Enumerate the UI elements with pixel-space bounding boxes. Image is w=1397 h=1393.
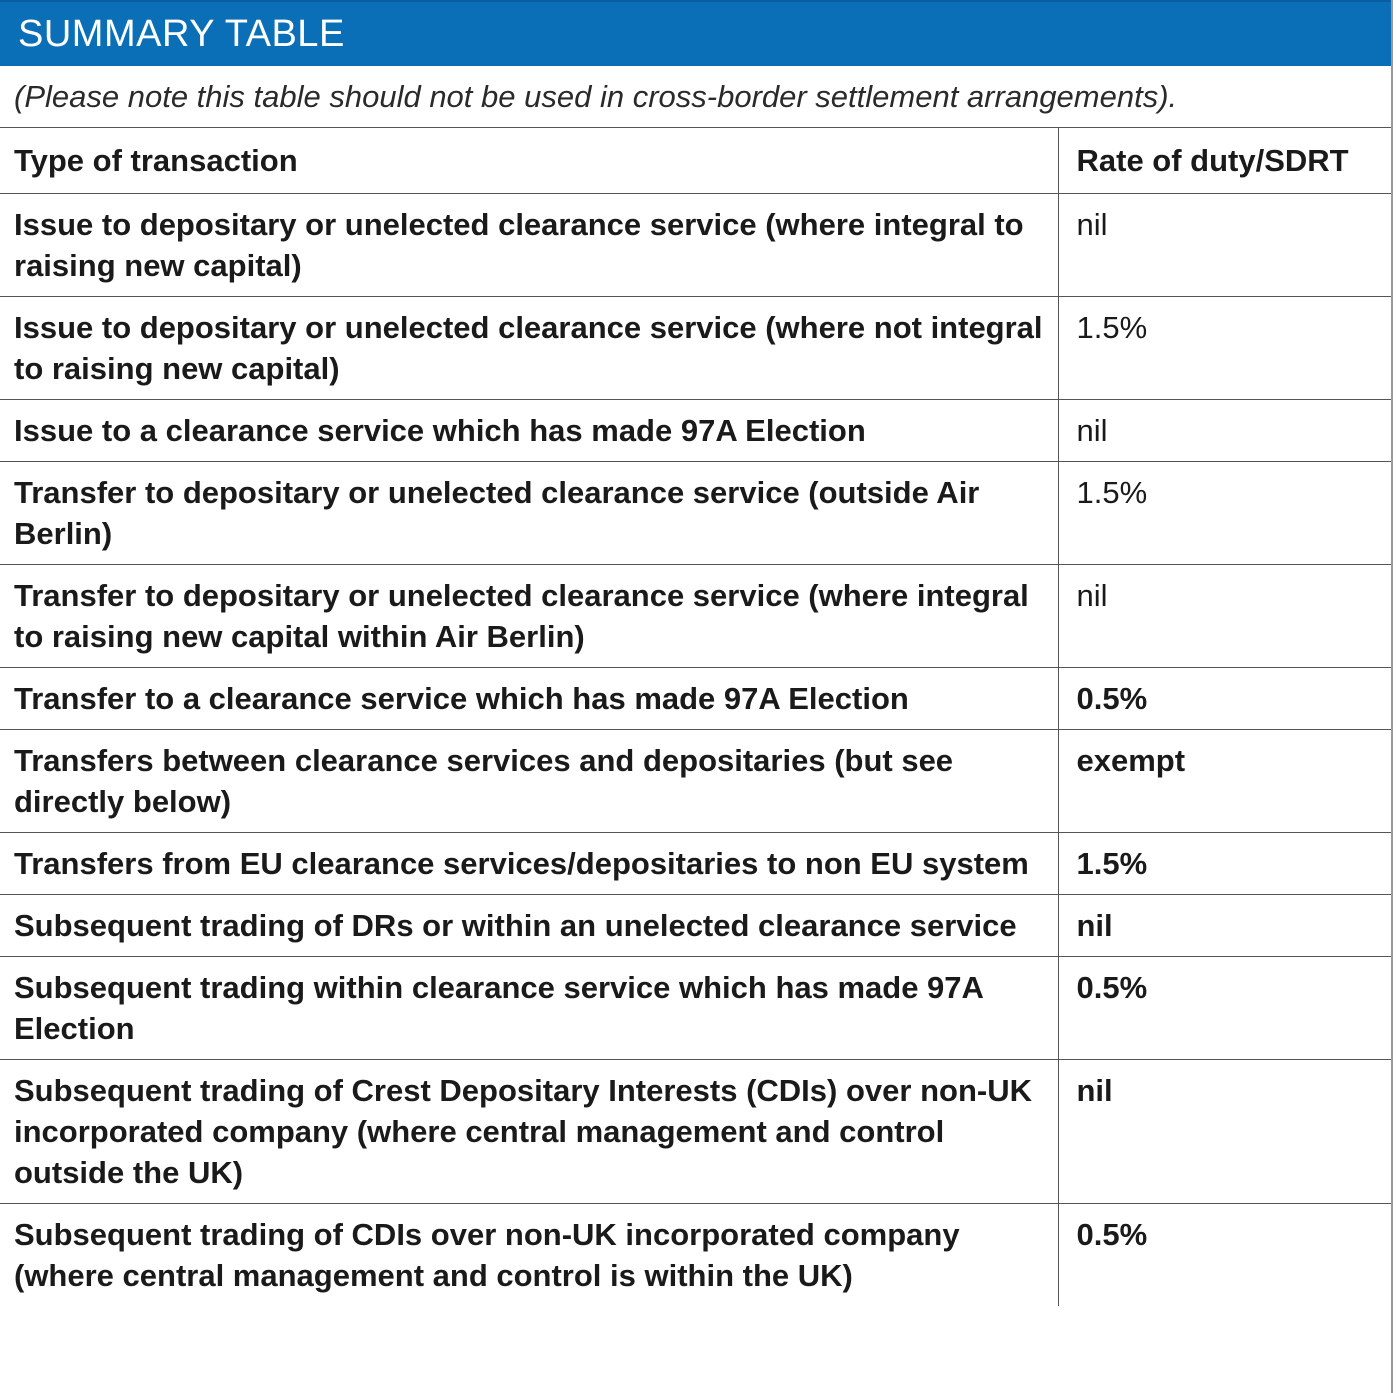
transaction-type-cell: Subsequent trading within clearance serv… (0, 956, 1059, 1060)
header-row: Type of transaction Rate of duty/SDRT (0, 128, 1391, 194)
rate-cell: 0.5% (1058, 956, 1391, 1060)
transaction-type-cell: Subsequent trading of Crest Depositary I… (0, 1059, 1059, 1204)
table-row: Transfers from EU clearance services/dep… (0, 832, 1391, 895)
header-type-of-transaction: Type of transaction (0, 128, 1059, 194)
summary-table: Type of transaction Rate of duty/SDRT Is… (0, 128, 1391, 1306)
rate-cell: 1.5% (1058, 461, 1391, 565)
transaction-type-cell: Transfers from EU clearance services/dep… (0, 832, 1059, 895)
rate-cell: 1.5% (1058, 296, 1391, 400)
table-row: Issue to depositary or unelected clearan… (0, 296, 1391, 400)
rate-cell: nil (1058, 193, 1391, 297)
rate-cell: nil (1058, 894, 1391, 957)
table-row: Transfers between clearance services and… (0, 729, 1391, 833)
rate-cell: 1.5% (1058, 832, 1391, 895)
rate-cell: nil (1058, 1059, 1391, 1204)
table-row: Transfer to depositary or unelected clea… (0, 461, 1391, 565)
usage-note: (Please note this table should not be us… (0, 66, 1391, 128)
table-row: Subsequent trading of Crest Depositary I… (0, 1059, 1391, 1204)
transaction-type-cell: Transfer to a clearance service which ha… (0, 667, 1059, 730)
table-row: Issue to depositary or unelected clearan… (0, 193, 1391, 297)
rate-cell: 0.5% (1058, 667, 1391, 730)
table-row: Issue to a clearance service which has m… (0, 399, 1391, 462)
transaction-type-cell: Issue to depositary or unelected clearan… (0, 296, 1059, 400)
rate-cell: 0.5% (1076, 1217, 1148, 1252)
table-row: Subsequent trading of CDIs over non-UK i… (0, 1203, 1391, 1306)
header-rate: Rate of duty/SDRT (1058, 128, 1391, 194)
transaction-type-cell: Transfer to depositary or unelected clea… (0, 564, 1059, 668)
table-row: Subsequent trading within clearance serv… (0, 956, 1391, 1060)
rate-cell: nil (1058, 399, 1391, 462)
rate-cell: exempt (1058, 729, 1391, 833)
transaction-type-cell: Subsequent trading of DRs or within an u… (0, 894, 1059, 957)
rate-cell: nil (1058, 564, 1391, 668)
transaction-type-cell: Issue to a clearance service which has m… (0, 399, 1059, 462)
table-title: SUMMARY TABLE (0, 0, 1391, 66)
table-row: Subsequent trading of DRs or within an u… (0, 894, 1391, 957)
table-row: Transfer to depositary or unelected clea… (0, 564, 1391, 668)
transaction-type-cell: Transfer to depositary or unelected clea… (0, 461, 1059, 565)
table-row: Transfer to a clearance service which ha… (0, 667, 1391, 730)
transaction-type-cell: Issue to depositary or unelected clearan… (0, 193, 1059, 297)
transaction-type-cell: Transfers between clearance services and… (0, 729, 1059, 833)
transaction-type-cell: Subsequent trading of CDIs over non-UK i… (0, 1203, 1059, 1306)
